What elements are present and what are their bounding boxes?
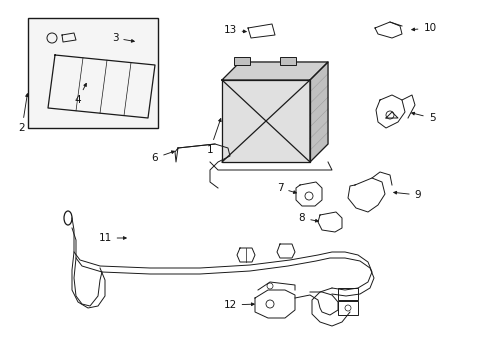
- Text: 1: 1: [206, 118, 221, 155]
- Bar: [337, 288, 357, 300]
- Bar: [234, 57, 249, 65]
- Bar: [337, 301, 357, 315]
- Text: 3: 3: [111, 33, 134, 43]
- Text: 5: 5: [411, 112, 434, 123]
- Text: 10: 10: [411, 23, 436, 33]
- Bar: [28, 18, 158, 128]
- Text: 11: 11: [98, 233, 126, 243]
- Text: 7: 7: [276, 183, 296, 193]
- Text: 13: 13: [223, 25, 246, 35]
- Text: 9: 9: [393, 190, 421, 200]
- Text: 12: 12: [223, 300, 254, 310]
- Text: 6: 6: [151, 151, 174, 163]
- Polygon shape: [222, 62, 327, 80]
- Polygon shape: [309, 62, 327, 162]
- Text: 2: 2: [19, 94, 28, 133]
- Text: 4: 4: [75, 84, 86, 105]
- Text: 8: 8: [298, 213, 318, 223]
- Polygon shape: [222, 80, 309, 162]
- Bar: [280, 57, 295, 65]
